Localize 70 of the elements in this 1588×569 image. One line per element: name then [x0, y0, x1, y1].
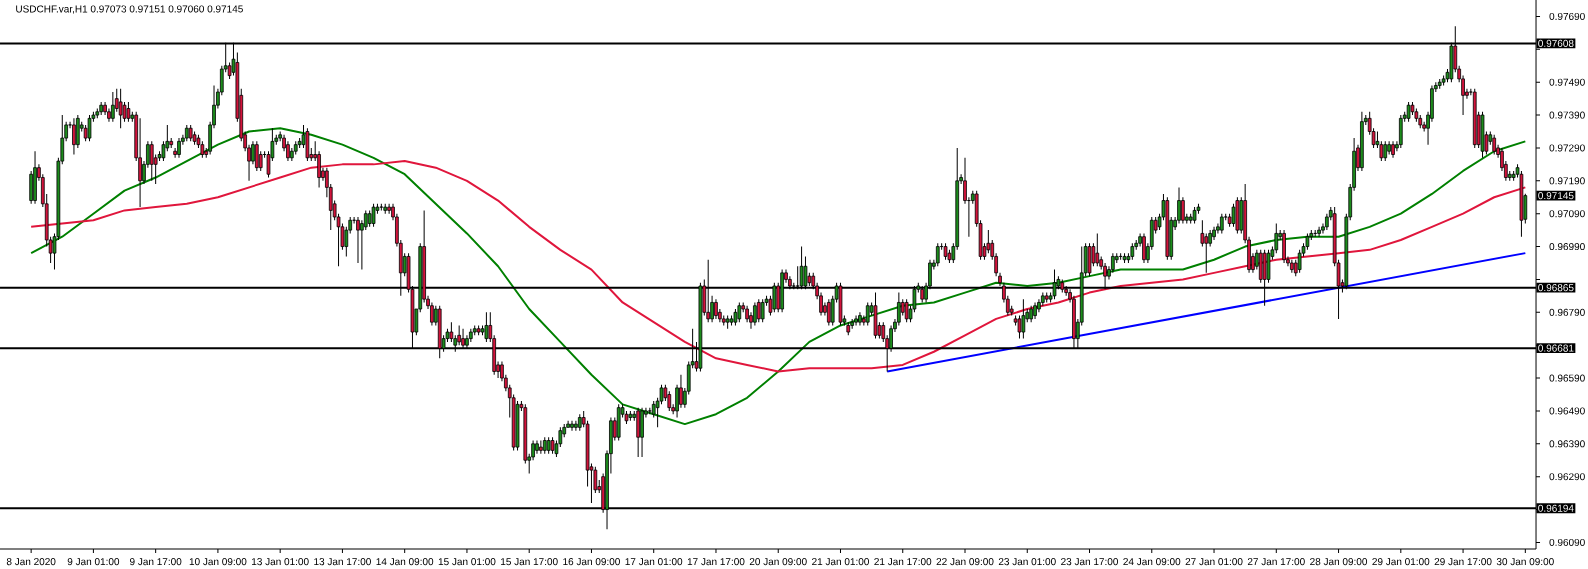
- x-tick-label: 9 Jan 01:00: [67, 558, 120, 566]
- x-tick-label: 29 Jan 17:00: [1434, 558, 1492, 566]
- x-tick-label: 16 Jan 09:00: [563, 558, 620, 566]
- x-tick-label: 14 Jan 09:00: [376, 558, 434, 566]
- x-tick-label: 17 Jan 17:00: [687, 558, 745, 566]
- candlestick: [1492, 134, 1497, 156]
- candlestick: [539, 440, 543, 455]
- y-tick-label: 0.96290: [1549, 473, 1585, 481]
- x-tick-label: 29 Jan 01:00: [1372, 558, 1430, 566]
- text: 0.97145: [1538, 192, 1574, 200]
- y-tick-label: 0.97090: [1549, 210, 1585, 218]
- x-tick-label: 21 Jan 17:00: [874, 558, 932, 566]
- x-tick-label: 8 Jan 2020: [6, 558, 56, 566]
- candlestick: [574, 420, 578, 432]
- candlestick: [254, 140, 259, 172]
- candlestick: [826, 298, 831, 326]
- y-tick-label: 0.96790: [1549, 308, 1585, 316]
- x-tick-label: 22 Jan 09:00: [936, 558, 994, 566]
- y-tick-label: 0.96090: [1549, 538, 1585, 546]
- x-tick-label: 23 Jan 01:00: [998, 558, 1056, 566]
- y-tick-label: 0.97490: [1549, 78, 1585, 86]
- x-tick-label: 10 Jan 09:00: [189, 558, 247, 566]
- x-tick-label: 27 Jan 17:00: [1247, 558, 1305, 566]
- x-tick-label: 17 Jan 01:00: [625, 558, 683, 566]
- candlestick: [1142, 232, 1146, 264]
- candlestick: [679, 374, 683, 409]
- x-tick-label: 9 Jan 17:00: [129, 558, 182, 566]
- candlestick: [1200, 219, 1205, 248]
- y-tick-label: 0.96390: [1549, 440, 1585, 448]
- candlestick: [570, 420, 574, 432]
- x-tick-label: 21 Jan 01:00: [812, 558, 869, 566]
- ref-line-label: 0.96865: [1538, 284, 1574, 292]
- y-tick-label: 0.96590: [1549, 374, 1585, 382]
- x-tick-label: 15 Jan 01:00: [438, 558, 496, 566]
- x-tick-label: 27 Jan 01:00: [1185, 558, 1243, 566]
- x-tick-label: 13 Jan 01:00: [252, 558, 309, 566]
- candlestick: [760, 298, 765, 323]
- candlestick: [1387, 140, 1391, 156]
- x-tick-label: 30 Jan 09:00: [1496, 558, 1554, 566]
- candlestick: [1181, 196, 1185, 225]
- chart-title: USDCHF.var,H1 0.97073 0.97151 0.97060 0.97145: [16, 5, 243, 14]
- candlestick: [72, 117, 76, 156]
- y-tick-label: 0.97390: [1549, 111, 1585, 119]
- candlestick: [756, 298, 761, 323]
- ref-line-label: 0.96681: [1538, 344, 1574, 352]
- x-tick-label: 13 Jan 17:00: [314, 558, 371, 566]
- candlestick: [111, 91, 115, 123]
- candlestick: [118, 88, 123, 129]
- candlestick: [1317, 226, 1321, 238]
- candlestick: [387, 203, 391, 215]
- candlestick: [714, 298, 718, 320]
- x-tick-label: 23 Jan 17:00: [1061, 558, 1119, 566]
- y-tick-label: 0.97690: [1549, 12, 1585, 20]
- candlestick: [935, 242, 940, 267]
- candlestick: [753, 301, 757, 326]
- y-tick-label: 0.97290: [1549, 144, 1585, 152]
- x-tick-label: 20 Jan 09:00: [749, 558, 807, 566]
- y-tick-label: 0.96490: [1549, 407, 1585, 415]
- x-tick-label: 15 Jan 17:00: [501, 558, 558, 566]
- candlestick: [1204, 232, 1209, 274]
- x-tick-label: 28 Jan 09:00: [1310, 558, 1368, 566]
- x-tick-label: 24 Jan 09:00: [1123, 558, 1181, 566]
- candlestick: [1383, 140, 1388, 162]
- y-tick-label: 0.96990: [1549, 243, 1585, 251]
- candlestick: [1095, 232, 1100, 267]
- candlestick: [149, 140, 154, 182]
- y-tick-label: 0.97190: [1549, 177, 1585, 185]
- ref-line-label: 0.97608: [1538, 39, 1574, 47]
- ref-line-label: 0.96194: [1538, 504, 1574, 512]
- candlestick: [177, 137, 181, 159]
